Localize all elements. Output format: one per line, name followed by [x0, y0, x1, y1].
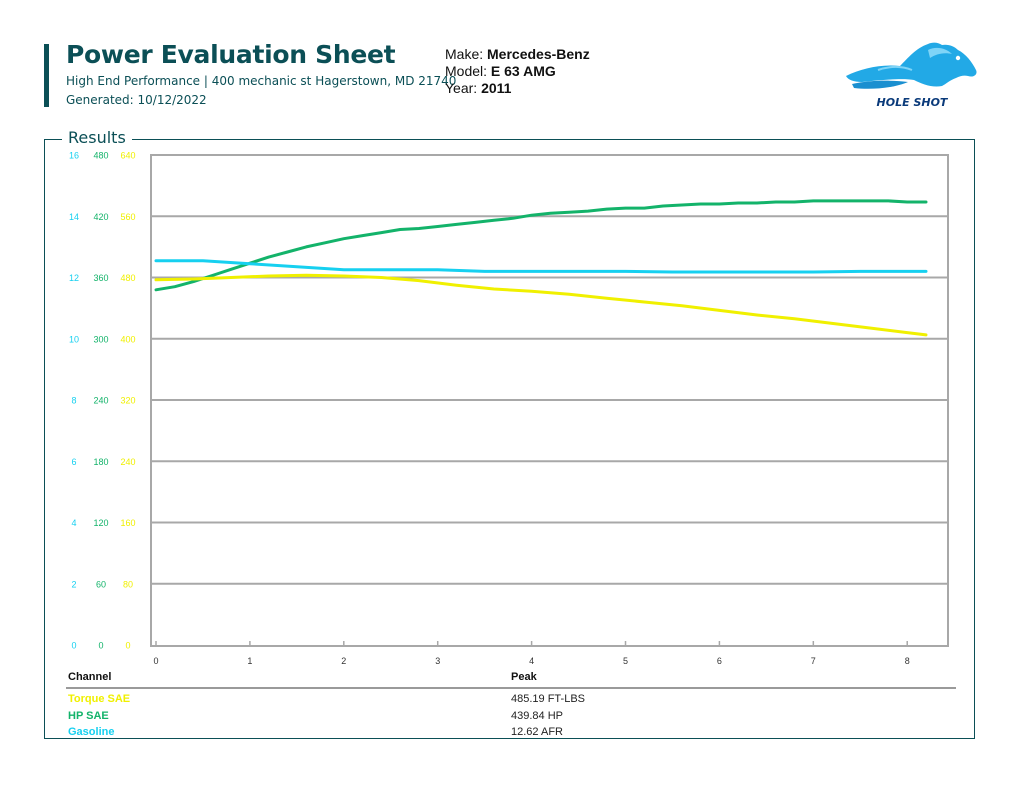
peak-hp-sae: 439.84 HP: [511, 710, 563, 722]
x-tick-label: 7: [811, 656, 816, 665]
page-title: Power Evaluation Sheet: [66, 40, 396, 69]
y-tick-label: 10: [69, 334, 79, 344]
y-tick-label: 320: [120, 396, 135, 406]
y-tick-label: 14: [69, 212, 79, 222]
generated-date: Generated: 10/12/2022: [66, 93, 207, 107]
series-line-gasoline: [154, 259, 928, 274]
peak-gasoline: 12.62 AFR: [511, 726, 563, 738]
series-line-hp-sae: [154, 199, 928, 292]
x-tick-label: 4: [529, 656, 534, 665]
y-tick-label: 160: [120, 518, 135, 528]
plot-border: [150, 154, 949, 647]
x-tick-label: 3: [435, 656, 440, 665]
horse-head-icon: [846, 42, 977, 89]
vehicle-year: Year: 2011: [445, 80, 511, 96]
x-tick-label: 1: [247, 656, 252, 665]
channel-hp-sae: HP SAE: [68, 710, 109, 722]
y-tick-label: 360: [93, 273, 108, 283]
y-tick-label: 4: [71, 518, 76, 528]
year-value: 2011: [481, 80, 512, 96]
y-tick-label: 640: [120, 151, 135, 161]
series-line-torque-sae: [154, 273, 928, 337]
header-accent-bar: [44, 44, 49, 107]
y-tick-label: 2: [71, 579, 76, 589]
shop-address: High End Performance | 400 mechanic st H…: [66, 74, 457, 88]
y-tick-label: 180: [93, 457, 108, 467]
channel-torque-sae: Torque SAE: [68, 693, 131, 705]
y-tick-label: 6: [71, 457, 76, 467]
peak-header: Peak: [511, 671, 537, 683]
y-tick-label: 400: [120, 334, 135, 344]
chart-y-axes: 0 0 0 2 60 80 4 120 160 6 180 240 8 240 320 10 300 400 12 3…: [69, 151, 136, 651]
y-tick-label: 560: [120, 212, 135, 222]
chart-series: [154, 199, 928, 337]
peak-torque-sae: 485.19 FT-LBS: [511, 693, 585, 705]
x-tick-label: 5: [623, 656, 628, 665]
x-tick-label: 0: [153, 656, 158, 665]
results-frame: [44, 139, 975, 739]
y-tick-label: 60: [96, 579, 106, 589]
y-tick-label: 0: [125, 641, 130, 651]
y-tick-label: 80: [123, 579, 133, 589]
vehicle-make: Make: Mercedes-Benz: [445, 46, 590, 62]
y-tick-label: 0: [98, 641, 103, 651]
x-tick-label: 8: [905, 656, 910, 665]
y-tick-label: 8: [71, 396, 76, 406]
x-tick-label: 2: [341, 656, 346, 665]
y-tick-label: 0: [71, 641, 76, 651]
y-tick-label: 240: [120, 457, 135, 467]
year-label: Year:: [445, 80, 478, 96]
make-label: Make:: [445, 46, 484, 62]
y-tick-label: 120: [93, 518, 108, 528]
chart-x-axis: 0 1 2 3 4 5 6 7 8: [153, 641, 910, 665]
channel-gasoline: Gasoline: [68, 726, 115, 738]
y-tick-label: 16: [69, 151, 79, 161]
x-tick-label: 6: [717, 656, 722, 665]
results-label: Results: [62, 128, 132, 147]
channel-header: Channel: [68, 671, 112, 683]
table-rule: [66, 687, 956, 689]
y-tick-label: 480: [93, 151, 108, 161]
vehicle-model: Model: E 63 AMG: [445, 63, 556, 79]
y-tick-label: 420: [93, 212, 108, 222]
make-value: Mercedes-Benz: [487, 46, 590, 62]
model-value: E 63 AMG: [490, 63, 556, 79]
y-tick-label: 300: [93, 334, 108, 344]
y-tick-label: 12: [69, 273, 79, 283]
y-tick-label: 240: [93, 396, 108, 406]
logo-text: HOLE SHOT: [877, 96, 949, 109]
chart-grid: [151, 215, 948, 585]
model-label: Model:: [445, 63, 488, 79]
hole-shot-logo: HOLE SHOT: [846, 42, 977, 109]
y-tick-label: 480: [120, 273, 135, 283]
